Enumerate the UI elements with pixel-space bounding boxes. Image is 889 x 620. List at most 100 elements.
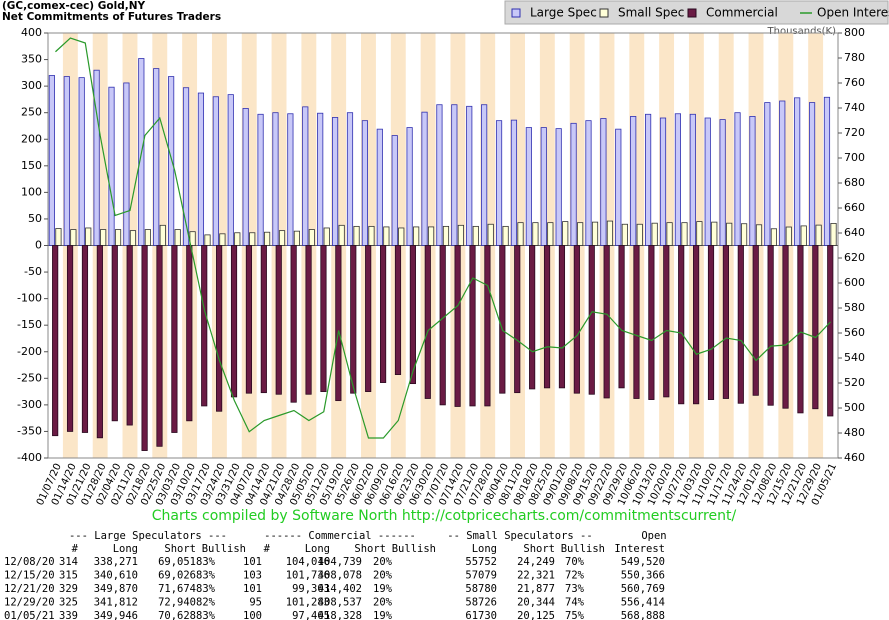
table-header: #	[264, 543, 271, 555]
bar	[693, 245, 700, 405]
bar	[666, 222, 673, 246]
table-cell: 97,405	[292, 610, 330, 620]
bar	[242, 108, 249, 246]
legend-swatch	[511, 8, 521, 18]
bar	[481, 104, 488, 246]
bar	[182, 87, 190, 246]
table-cell: 12/29/20	[4, 597, 55, 609]
bar	[383, 226, 390, 246]
y-tick-label: -200	[17, 345, 42, 358]
table-cell: 325	[59, 597, 78, 609]
bar	[577, 222, 584, 246]
bar	[365, 245, 372, 392]
bar	[100, 229, 107, 246]
y2-tick-label: 780	[844, 51, 865, 64]
bar	[186, 245, 193, 422]
bar	[159, 224, 166, 246]
bar	[696, 221, 703, 246]
bar	[174, 229, 181, 246]
bar	[525, 127, 532, 246]
y2-tick-label: 500	[844, 401, 865, 414]
bar	[153, 68, 160, 246]
bar	[711, 221, 718, 246]
bar	[260, 245, 267, 394]
bar	[114, 229, 122, 246]
y-tick-label: -300	[17, 398, 42, 411]
bar	[457, 224, 464, 246]
bar	[272, 112, 279, 246]
bar	[603, 245, 610, 399]
table-cell: 22,321	[517, 570, 555, 582]
bar	[305, 245, 312, 395]
bar	[439, 245, 446, 406]
bar	[81, 245, 89, 433]
bar	[317, 112, 324, 246]
bar	[484, 245, 491, 407]
table-cell: 95	[249, 597, 262, 609]
bar	[794, 97, 801, 246]
bar	[66, 245, 74, 432]
table-cell: 70,628	[158, 610, 196, 620]
table-cell: 12/15/20	[4, 570, 55, 582]
legend-swatch	[687, 8, 697, 18]
y-tick-label: 50	[28, 212, 42, 225]
bar	[636, 223, 643, 246]
bar	[767, 245, 774, 406]
y2-tick-label: 680	[844, 176, 865, 189]
bar	[827, 245, 834, 417]
bar	[78, 77, 85, 246]
y-tick-label: 0	[35, 239, 42, 252]
bar	[606, 220, 614, 246]
bar	[308, 229, 315, 246]
open-interest-line	[55, 37, 831, 439]
bar	[779, 100, 786, 246]
y2-tick-label: 720	[844, 126, 865, 139]
table-cell: 55752	[465, 556, 497, 568]
bar	[830, 222, 837, 246]
bar	[517, 222, 524, 246]
table-header: Long	[472, 543, 497, 555]
table-cell: 20%	[373, 556, 393, 568]
bar	[335, 245, 342, 402]
table-header: Short	[523, 543, 555, 555]
bar	[591, 221, 599, 246]
bar	[502, 225, 509, 246]
bar	[651, 222, 658, 246]
bar	[293, 230, 301, 246]
table-cell: 83%	[196, 556, 216, 568]
table-cell: 72,940	[158, 597, 196, 609]
bar	[353, 225, 360, 246]
table-header: Short	[354, 543, 386, 555]
bar	[227, 94, 234, 246]
bar	[320, 245, 327, 392]
table-cell: 101	[243, 556, 262, 568]
y2-tick-label: 800	[844, 26, 865, 39]
bar	[588, 245, 595, 395]
bar	[368, 225, 375, 246]
bar	[487, 223, 494, 246]
bar	[204, 234, 211, 246]
bar	[726, 222, 733, 246]
table-cell: 12/21/20	[4, 583, 55, 595]
bar	[442, 225, 450, 246]
y2-tick-label: 520	[844, 376, 865, 389]
y-tick-label: -150	[17, 318, 42, 331]
bar	[785, 226, 792, 246]
bar	[85, 227, 92, 246]
bar	[346, 112, 354, 246]
bar	[63, 76, 70, 246]
bar	[540, 127, 547, 246]
bar	[663, 245, 670, 398]
bar	[212, 96, 219, 246]
table-cell: 61730	[465, 610, 497, 620]
bar	[689, 113, 696, 246]
bar	[413, 226, 420, 246]
bar	[707, 245, 715, 400]
bar	[532, 222, 539, 246]
bar	[704, 117, 711, 246]
y2-axis-label: Thousands(K)	[767, 26, 837, 37]
table-cell: 57079	[465, 570, 497, 582]
table-cell: 20%	[373, 570, 393, 582]
table-cell: 12/08/20	[4, 556, 55, 568]
y2-tick-label: 660	[844, 201, 865, 214]
